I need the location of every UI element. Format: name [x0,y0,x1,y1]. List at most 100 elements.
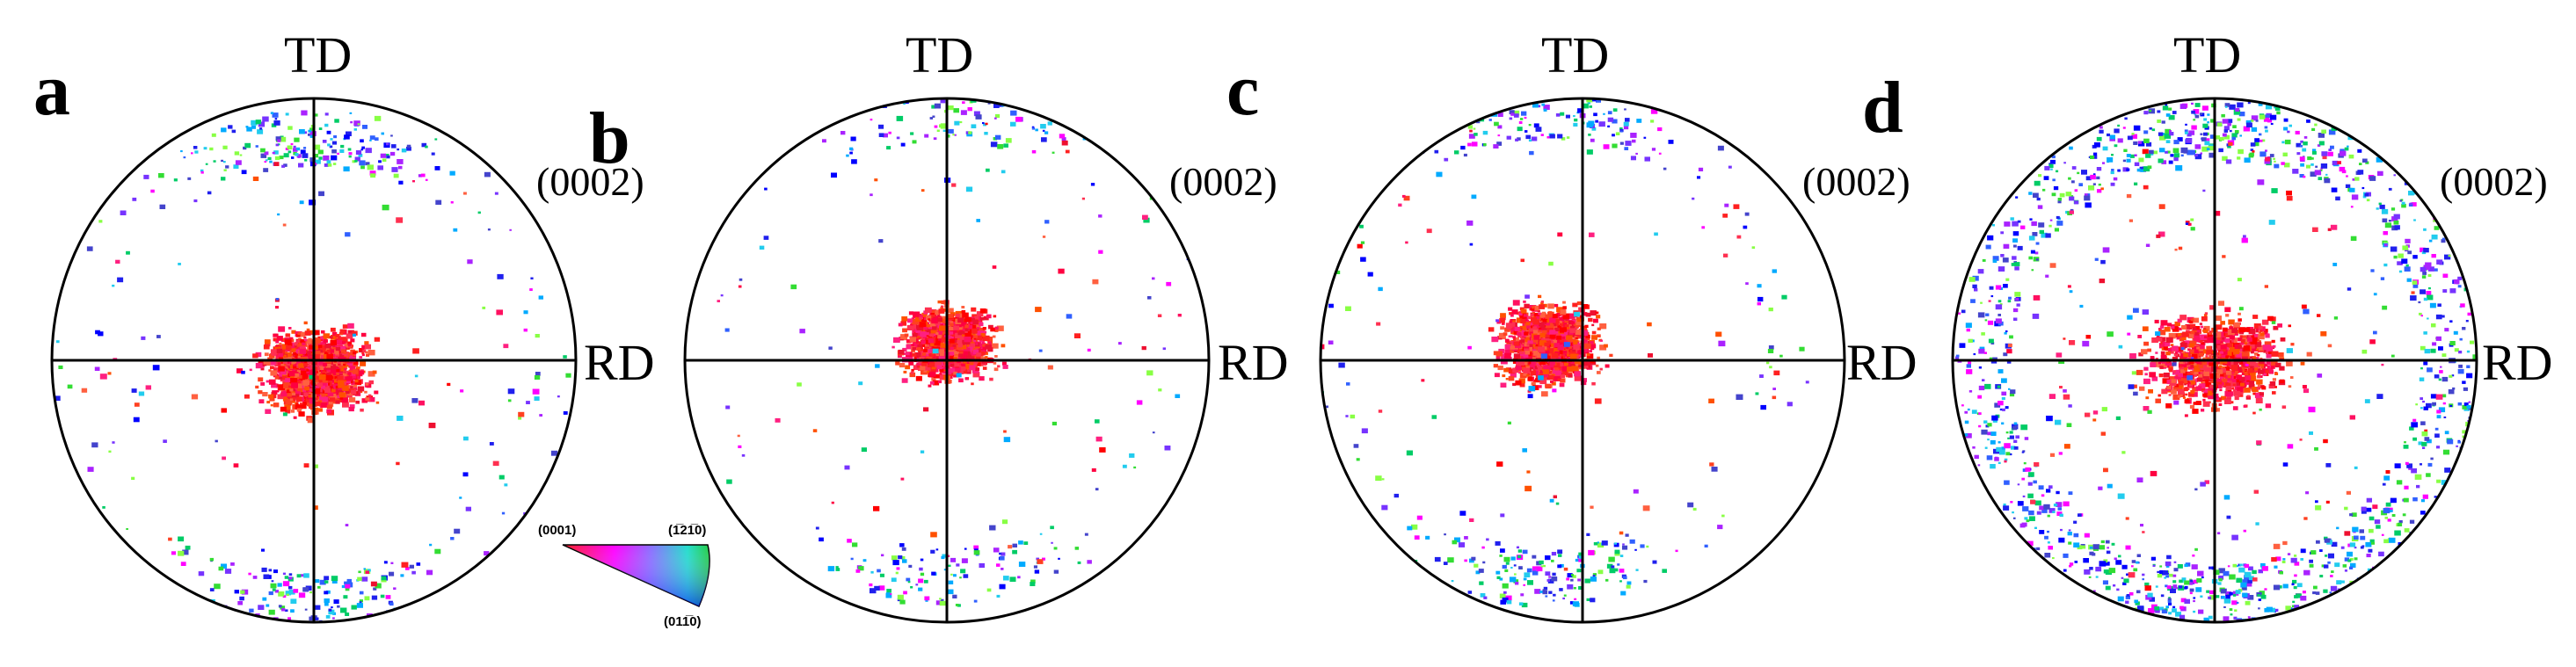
pole-point [923,365,931,371]
pole-point [929,117,934,120]
pole-point [1542,303,1547,308]
pole-point [278,384,286,390]
pole-point [270,349,278,355]
pole-point [293,148,298,152]
pole-point [324,580,329,584]
pole-point [959,336,964,340]
pole-point [535,334,540,338]
pole-point [958,327,963,330]
pole-point [272,390,278,395]
pole-point [921,344,925,347]
pole-point [1518,371,1522,374]
pole-point [264,151,269,156]
pole-point [369,170,376,176]
pole-point [1508,376,1515,381]
pole-point [929,333,935,337]
pole-point [996,594,1001,598]
pole-point [320,402,327,408]
pole-point [898,88,902,91]
pole-point [1092,279,1099,285]
pole-point [270,370,278,376]
pole-point [297,355,301,359]
pole-point [1542,347,1550,353]
pole-point [1035,128,1038,132]
pole-point [329,336,333,339]
pole-point [1508,340,1511,343]
pole-point [477,211,481,214]
pole-point [844,465,850,470]
pole-point [870,570,874,574]
pole-point [309,369,317,376]
pole-point [246,620,252,622]
pole-point [289,337,294,341]
pole-point [349,112,353,114]
pole-point [1541,391,1548,397]
pole-point [954,120,960,126]
pole-point [463,436,469,441]
pole-point [353,384,358,388]
pole-point [944,344,952,351]
pole-point [341,584,346,589]
pole-point [956,323,962,328]
pole-point [1502,322,1505,325]
pole-point [317,149,324,155]
pole-point [900,477,905,481]
pole-point [801,128,805,133]
pole-point [1529,346,1534,351]
pole-point [300,402,303,405]
pole-point [974,322,981,328]
pole-point [345,232,351,237]
pole-point [930,532,937,538]
pole-point [973,545,979,550]
pole-point [330,397,336,402]
pole-point [967,324,973,330]
pole-point [326,401,334,407]
pole-point [394,614,398,618]
pole-point [108,450,112,453]
pole-point [994,329,999,332]
pole-point [222,145,228,149]
pole-point [1012,549,1017,555]
pole-point [1542,372,1550,378]
pole-point [315,579,320,584]
pole-point [330,327,336,332]
pole-point [275,306,279,309]
pole-point [948,314,954,318]
pole-point [1051,541,1053,544]
pole-point [178,536,185,542]
pole-point [961,344,967,350]
pole-point [877,96,880,98]
pole-point [286,345,292,351]
pole-point [244,394,250,399]
pole-point [298,163,304,168]
pole-point [1500,315,1506,321]
pole-point [1582,347,1589,352]
pole-point [389,571,395,576]
pole-point [263,344,270,350]
pole-point [287,361,290,364]
pole-point [360,408,364,412]
pole-point [281,344,289,350]
pole-point [389,151,396,156]
pole-point [264,339,271,344]
pole-point [258,377,264,382]
pole-point [924,596,930,601]
pole-point [958,365,962,368]
pole-point [901,547,906,551]
pole-point [285,409,291,414]
pole-point [301,110,308,116]
pole-point [923,349,928,352]
pole-point [484,551,490,556]
pole-point [152,365,160,371]
pole-point [317,344,323,348]
pole-point [339,366,346,372]
pole-point [1553,318,1560,324]
pole-point [963,352,968,356]
pole-point [270,112,273,114]
pole-point [973,111,980,117]
pole-point [194,150,199,154]
pole-point [347,344,352,347]
pole-point [143,174,149,179]
pole-point [1548,355,1553,359]
pole-point [366,383,372,388]
